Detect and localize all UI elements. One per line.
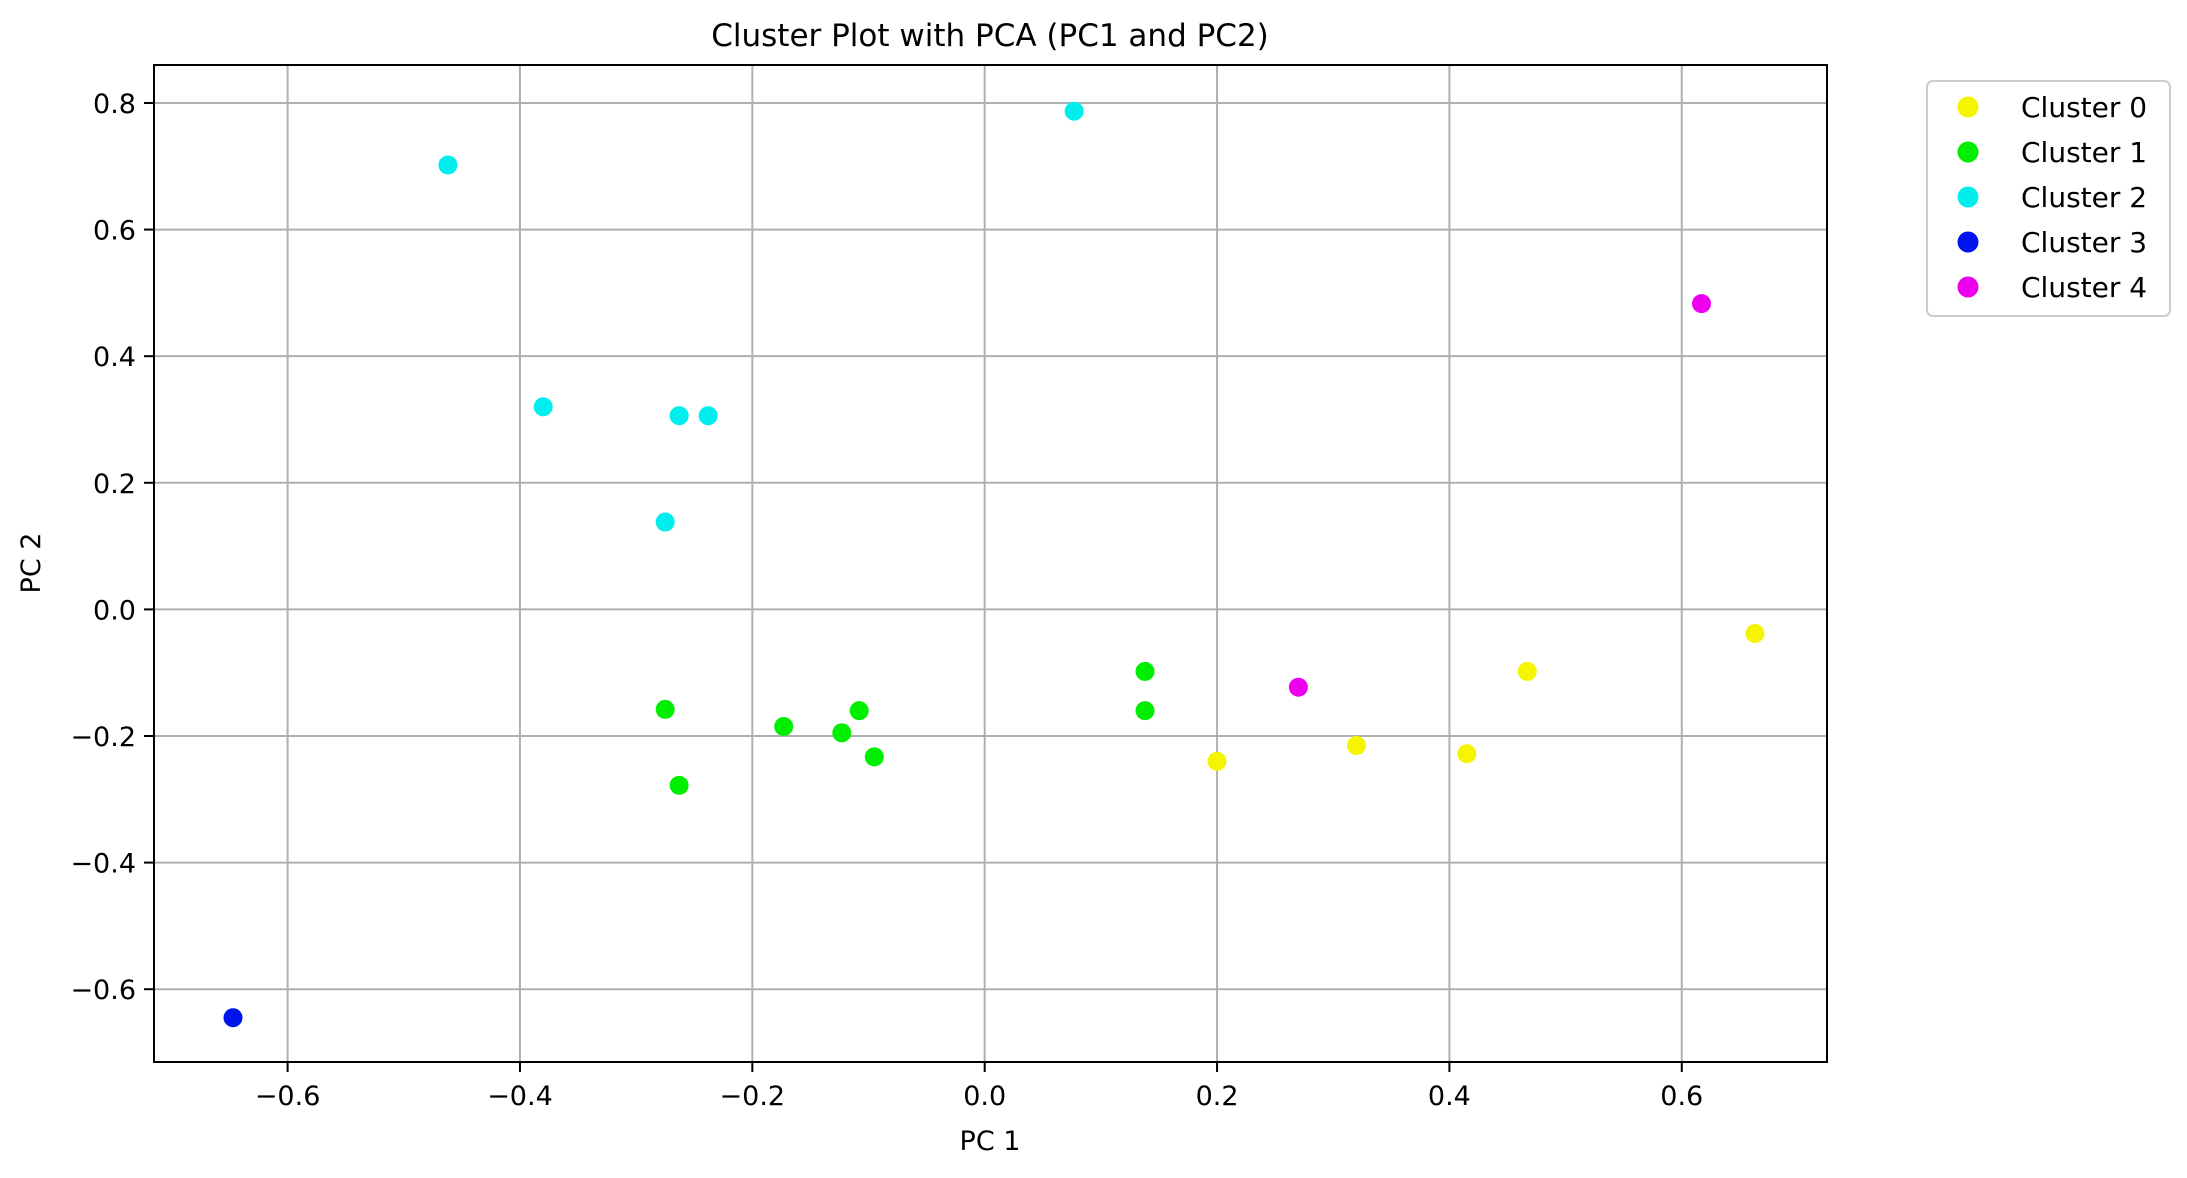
y-tick-label: −0.4: [70, 849, 136, 880]
data-point-cluster-1: [1135, 701, 1155, 721]
legend-marker: [1957, 276, 1979, 298]
data-points: [223, 101, 1765, 1028]
grid: [154, 65, 1827, 1062]
y-tick-label: 0.8: [93, 89, 136, 120]
x-tick-label: 0.0: [963, 1081, 1006, 1112]
legend-label: Cluster 3: [2021, 226, 2147, 259]
y-tick-label: 0.2: [93, 469, 136, 500]
x-axis-ticks: −0.6 −0.4 −0.2 0.0 0.2 0.4 0.6: [255, 1062, 1703, 1112]
x-tick-label: 0.2: [1196, 1081, 1239, 1112]
data-point-cluster-1: [864, 747, 884, 767]
data-point-cluster-2: [698, 406, 718, 426]
legend-label: Cluster 2: [2021, 181, 2147, 214]
data-point-cluster-1: [655, 699, 675, 719]
data-point-cluster-2: [1064, 101, 1084, 121]
x-tick-label: −0.6: [255, 1081, 321, 1112]
x-axis-label: PC 1: [960, 1126, 1021, 1157]
y-tick-label: 0.4: [93, 342, 136, 373]
legend-marker: [1957, 96, 1979, 118]
legend-label: Cluster 0: [2021, 91, 2147, 124]
data-point-cluster-2: [438, 155, 458, 175]
chart-title: Cluster Plot with PCA (PC1 and PC2): [711, 18, 1269, 54]
data-point-cluster-0: [1207, 751, 1227, 771]
y-tick-label: −0.2: [70, 722, 136, 753]
data-point-cluster-4: [1288, 677, 1308, 697]
legend-marker: [1957, 186, 1979, 208]
data-point-cluster-0: [1745, 623, 1765, 643]
legend-box: [1926, 80, 2171, 317]
x-tick-label: 0.6: [1660, 1081, 1703, 1112]
x-tick-label: 0.4: [1428, 1081, 1471, 1112]
x-tick-label: −0.2: [720, 1081, 786, 1112]
y-axis-label: PC 2: [16, 533, 47, 594]
data-point-cluster-1: [669, 775, 689, 795]
data-point-cluster-1: [849, 701, 869, 721]
data-point-cluster-0: [1517, 661, 1537, 681]
plot-frame: [153, 64, 1828, 1063]
y-tick-label: 0.6: [93, 216, 136, 247]
data-point-cluster-1: [1135, 661, 1155, 681]
legend-marker: [1957, 231, 1979, 253]
y-tick-label: −0.6: [70, 975, 136, 1006]
legend: Cluster 0 Cluster 1 Cluster 2 Cluster 3 Clus…: [1926, 80, 2171, 317]
data-point-cluster-3: [223, 1008, 243, 1028]
data-point-cluster-0: [1346, 735, 1366, 755]
data-point-cluster-2: [655, 512, 675, 532]
data-point-cluster-4: [1692, 294, 1712, 314]
data-point-cluster-2: [533, 397, 553, 417]
x-tick-label: −0.4: [487, 1081, 553, 1112]
y-tick-label: 0.0: [93, 595, 136, 626]
data-point-cluster-1: [774, 717, 794, 737]
legend-label: Cluster 1: [2021, 136, 2147, 169]
data-point-cluster-2: [669, 406, 689, 426]
legend-marker: [1957, 141, 1979, 163]
data-point-cluster-0: [1457, 744, 1477, 764]
legend-label: Cluster 4: [2021, 271, 2147, 304]
y-axis-ticks: −0.6 −0.4 −0.2 0.0 0.2 0.4 0.6 0.8: [70, 89, 154, 1006]
data-point-cluster-1: [832, 723, 852, 743]
